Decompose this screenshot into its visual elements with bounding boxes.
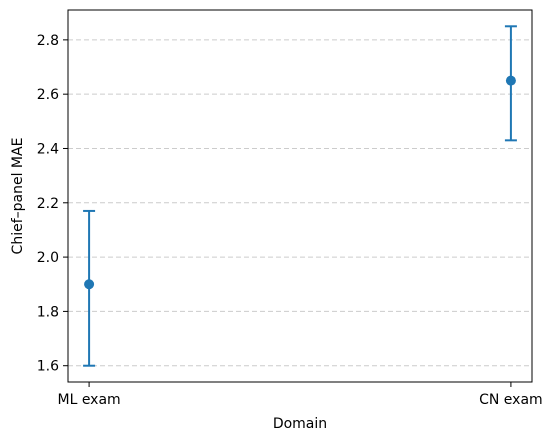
- x-axis-label: Domain: [273, 416, 327, 432]
- y-tick-label: 1.8: [37, 304, 59, 320]
- y-tick-label: 2.0: [37, 250, 59, 266]
- error-bars: [83, 25, 517, 367]
- y-axis-ticks: 1.6 1.8 2.0 2.2 2.4 2.6 2.8: [37, 33, 68, 375]
- data-points: [84, 75, 516, 290]
- data-point: [84, 279, 95, 290]
- y-tick-label: 2.4: [37, 141, 59, 157]
- y-tick-label: 1.6: [37, 359, 59, 375]
- y-tick-label: 2.6: [37, 87, 59, 103]
- plot-frame: [67, 9, 533, 383]
- data-point: [505, 75, 516, 86]
- x-tick-label: CN exam: [479, 392, 543, 408]
- y-tick-label: 2.2: [37, 196, 59, 212]
- x-tick-label: ML exam: [57, 392, 120, 408]
- y-tick-label: 2.8: [37, 33, 59, 49]
- x-axis-ticks: ML exam CN exam: [57, 382, 543, 408]
- y-axis-label: Chief–panel MAE: [10, 138, 26, 255]
- grid-lines: [68, 39, 532, 367]
